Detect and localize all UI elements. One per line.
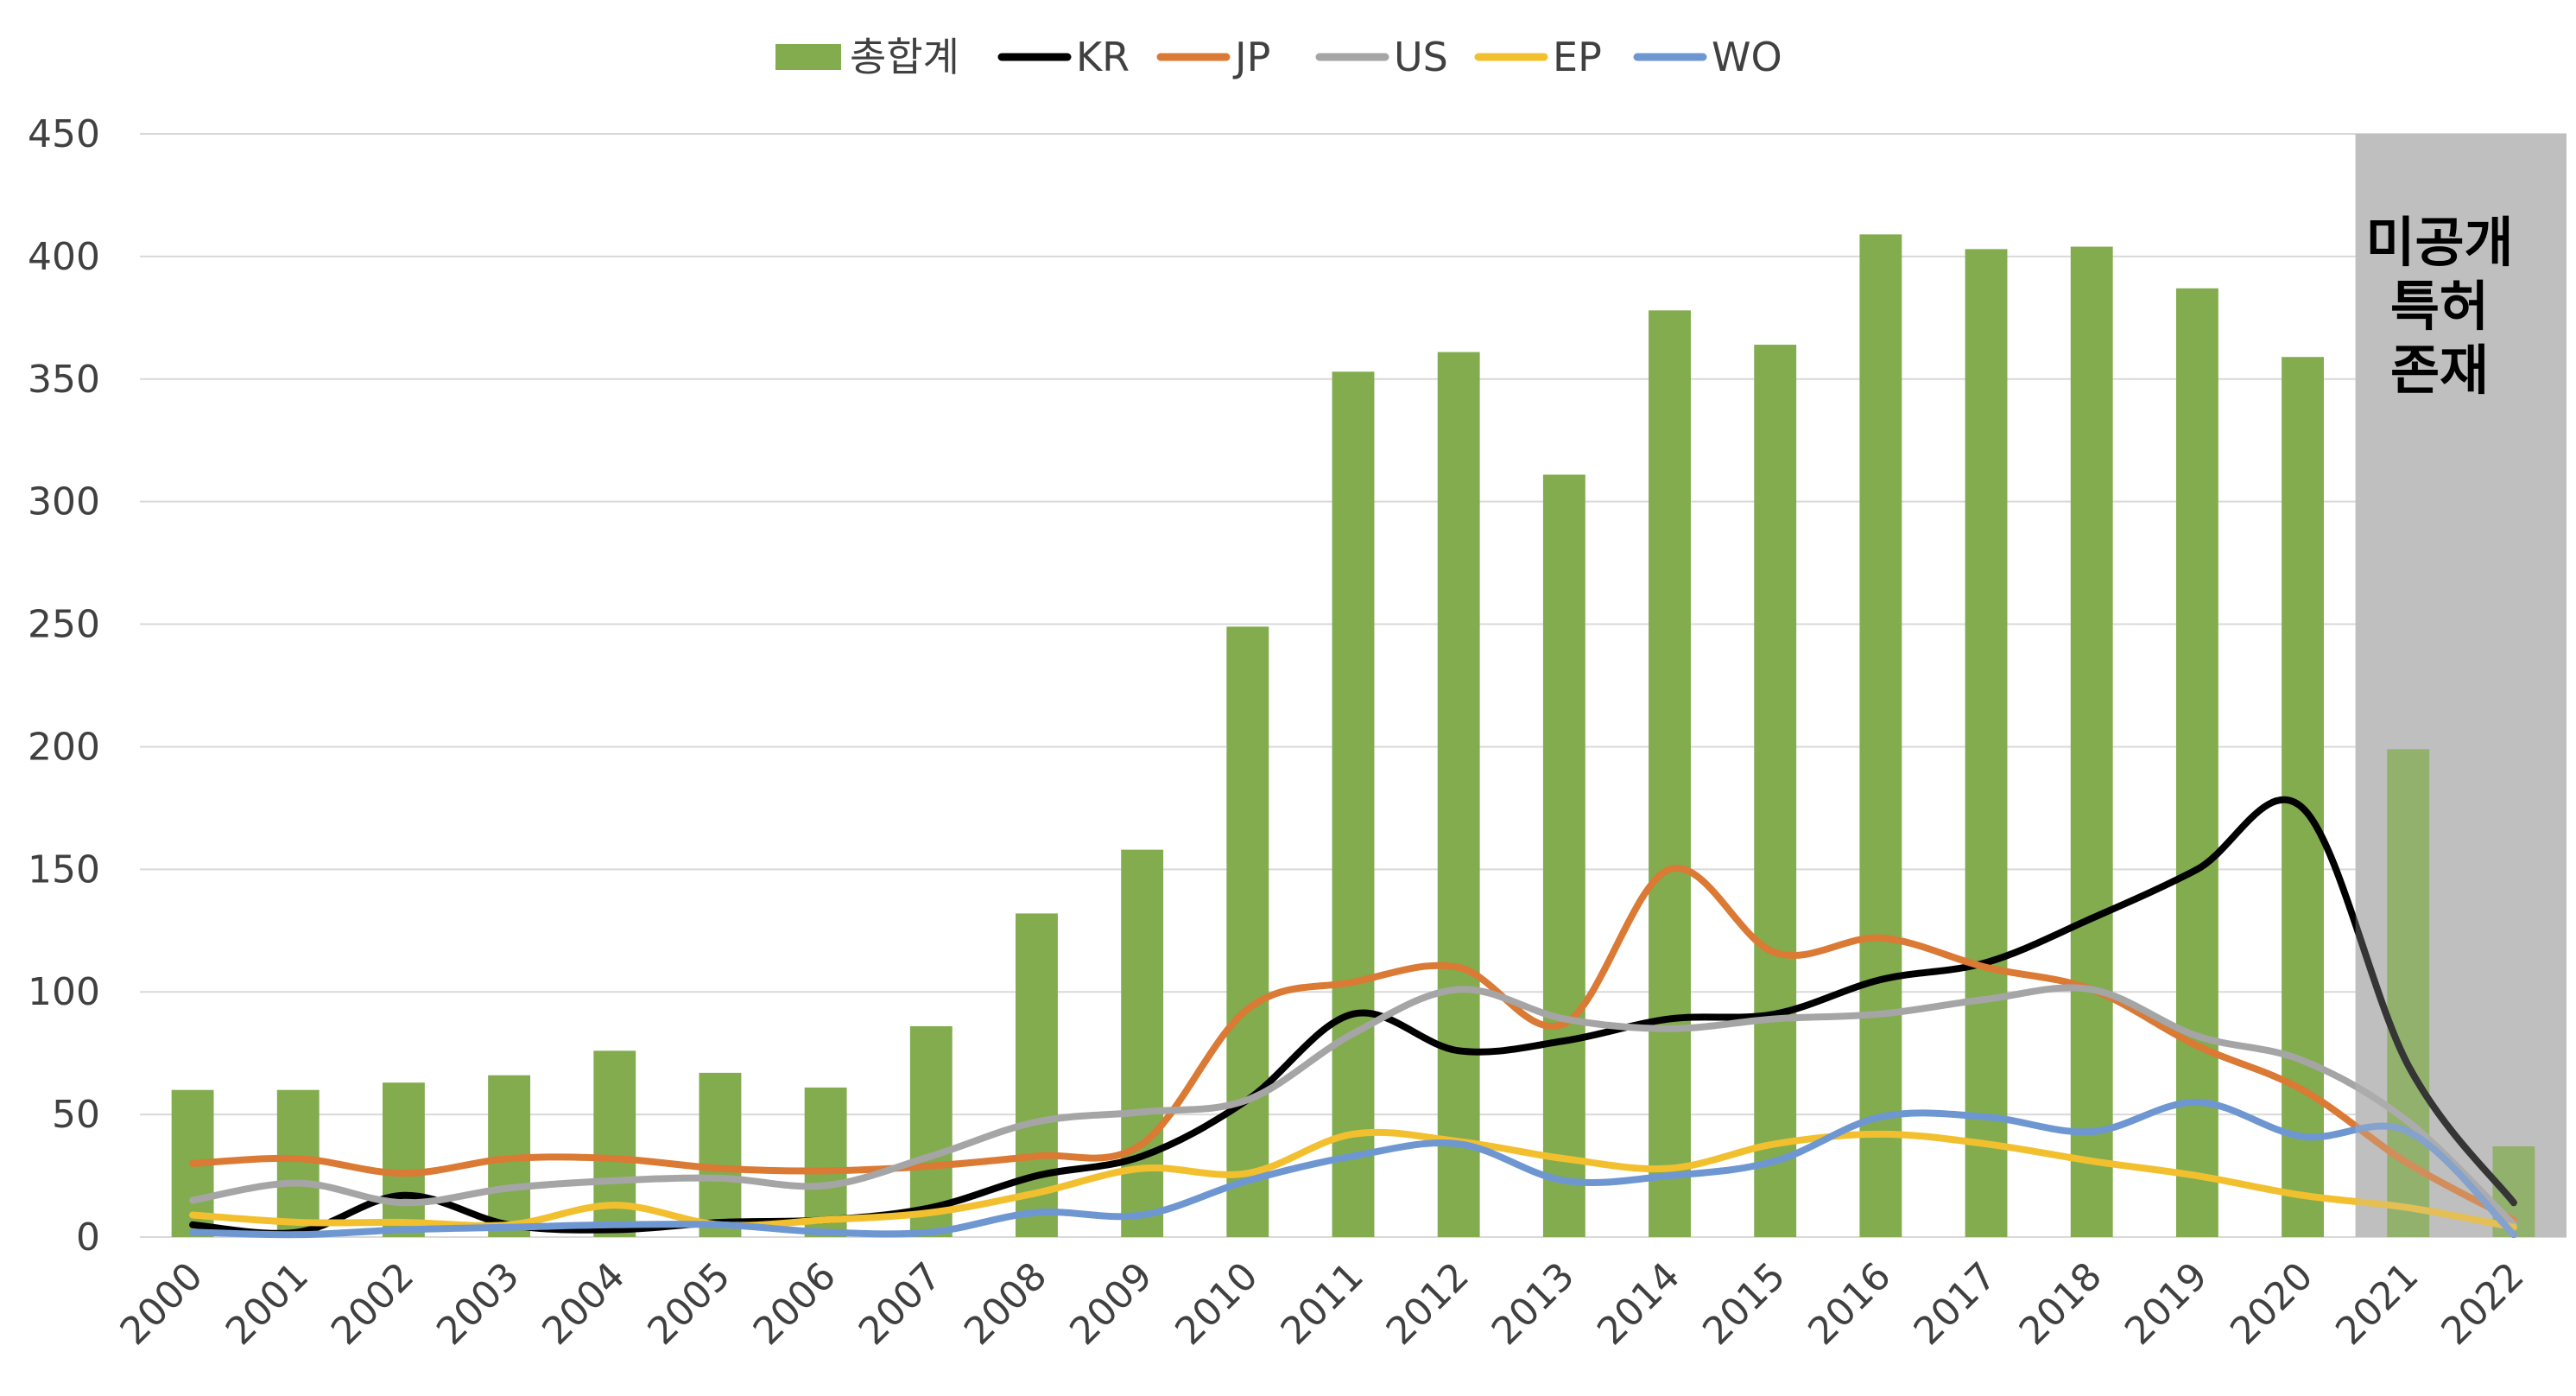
bar-2010 bbox=[1226, 626, 1269, 1237]
x-tick-2004: 2004 bbox=[534, 1254, 633, 1354]
legend-item-us: US bbox=[1315, 34, 1448, 80]
x-tick-2006: 2006 bbox=[745, 1254, 845, 1354]
annotation-line-2: 특허 bbox=[2390, 275, 2489, 338]
x-tick-2020: 2020 bbox=[2222, 1254, 2321, 1354]
y-tick-450: 450 bbox=[28, 112, 100, 156]
bar-2011 bbox=[1332, 371, 1375, 1238]
bar-2017 bbox=[1965, 249, 2008, 1238]
x-tick-2018: 2018 bbox=[2011, 1254, 2111, 1354]
legend-item-wo: WO bbox=[1633, 34, 1782, 80]
legend-item-jp: JP bbox=[1156, 34, 1270, 80]
shaded-region-overlay bbox=[2355, 134, 2567, 1237]
x-tick-2022: 2022 bbox=[2433, 1254, 2532, 1354]
y-tick-200: 200 bbox=[28, 725, 100, 769]
bar-2016 bbox=[1859, 234, 1902, 1237]
x-tick-2012: 2012 bbox=[1378, 1254, 1478, 1354]
legend-swatch bbox=[775, 44, 841, 70]
y-tick-250: 250 bbox=[28, 603, 100, 647]
x-tick-2015: 2015 bbox=[1694, 1254, 1794, 1354]
y-tick-400: 400 bbox=[28, 235, 100, 279]
bar-2014 bbox=[1649, 310, 1691, 1237]
annotation-line-1: 미공개 bbox=[2365, 211, 2513, 274]
x-tick-2014: 2014 bbox=[1589, 1254, 1688, 1354]
bar-2018 bbox=[2070, 246, 2113, 1237]
x-tick-2005: 2005 bbox=[639, 1254, 738, 1354]
y-tick-0: 0 bbox=[76, 1215, 100, 1260]
annotation-line-3: 존재 bbox=[2390, 339, 2489, 402]
legend-label: 총합계 bbox=[850, 34, 959, 80]
legend-item-ep: EP bbox=[1474, 34, 1602, 80]
x-tick-2013: 2013 bbox=[1484, 1254, 1583, 1354]
legend-label: WO bbox=[1712, 34, 1782, 80]
shade-overlay bbox=[2355, 134, 2567, 1237]
x-tick-2009: 2009 bbox=[1061, 1254, 1161, 1354]
bar-2005 bbox=[699, 1072, 742, 1237]
x-tick-2019: 2019 bbox=[2117, 1254, 2216, 1354]
line-ep bbox=[189, 1128, 2517, 1231]
bar-2009 bbox=[1121, 849, 1164, 1237]
bar-2001 bbox=[276, 1089, 320, 1237]
bar-2002 bbox=[383, 1082, 425, 1237]
x-tick-2000: 2000 bbox=[112, 1254, 212, 1354]
x-tick-2007: 2007 bbox=[851, 1254, 950, 1354]
y-axis: 0 50 100 150 200 250 300 350 400 450 bbox=[28, 112, 100, 1260]
legend-label: JP bbox=[1232, 34, 1270, 80]
x-tick-2021: 2021 bbox=[2327, 1254, 2427, 1354]
line-us bbox=[189, 984, 2517, 1228]
legend-item-kr: KR bbox=[997, 34, 1130, 80]
y-tick-50: 50 bbox=[52, 1093, 100, 1137]
bar-2019 bbox=[2175, 288, 2218, 1237]
y-tick-300: 300 bbox=[28, 480, 100, 524]
y-tick-150: 150 bbox=[28, 847, 100, 892]
x-tick-2003: 2003 bbox=[428, 1254, 528, 1354]
line-wo bbox=[189, 1098, 2517, 1239]
bar-2013 bbox=[1542, 474, 1585, 1237]
line-kr bbox=[189, 796, 2517, 1237]
x-tick-2001: 2001 bbox=[218, 1254, 317, 1354]
x-tick-2008: 2008 bbox=[956, 1254, 1055, 1354]
x-tick-2017: 2017 bbox=[1906, 1254, 2005, 1354]
legend-label: KR bbox=[1076, 34, 1130, 80]
legend: 총합계 KR JP US EP WO bbox=[775, 34, 1782, 80]
legend-label: US bbox=[1394, 34, 1448, 80]
bar-2012 bbox=[1437, 352, 1480, 1237]
x-tick-2011: 2011 bbox=[1273, 1254, 1372, 1354]
x-tick-2002: 2002 bbox=[323, 1254, 422, 1354]
bar-series bbox=[171, 234, 2535, 1238]
bar-2015 bbox=[1754, 345, 1797, 1238]
x-tick-2010: 2010 bbox=[1167, 1254, 1266, 1354]
line-series bbox=[189, 796, 2517, 1239]
x-axis: 2000 2001 2002 2003 2004 2005 2006 2007 2008 2009… bbox=[112, 1254, 2533, 1354]
bar-2006 bbox=[804, 1087, 847, 1237]
y-tick-100: 100 bbox=[28, 970, 100, 1014]
x-tick-2016: 2016 bbox=[1800, 1254, 1899, 1354]
legend-item-총합계: 총합계 bbox=[775, 34, 959, 80]
legend-label: EP bbox=[1553, 34, 1602, 80]
y-tick-350: 350 bbox=[28, 358, 100, 402]
